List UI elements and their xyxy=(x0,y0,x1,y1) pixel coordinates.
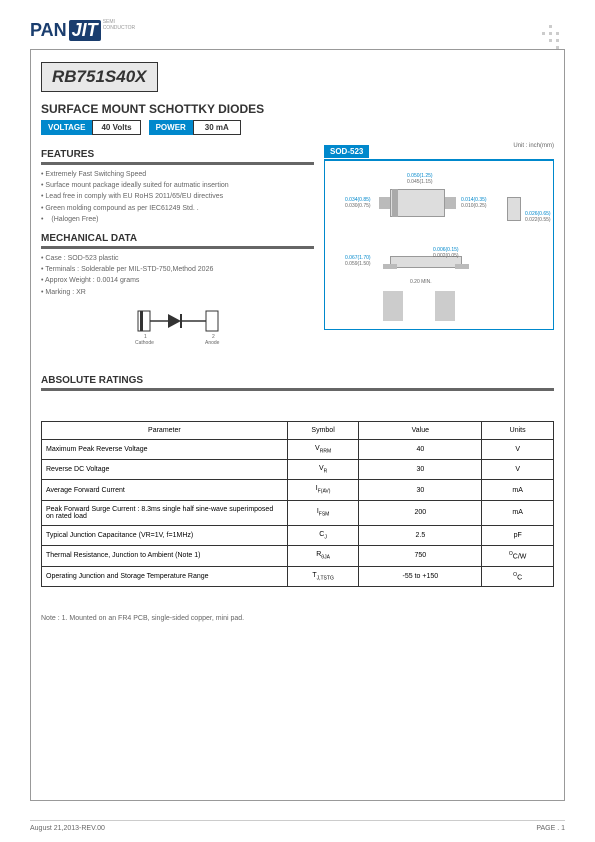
cell-symbol: CJ xyxy=(287,525,359,545)
cell-symbol: VR xyxy=(287,460,359,480)
cell-symbol: VRRM xyxy=(287,439,359,459)
voltage-label: VOLTAGE xyxy=(41,120,92,135)
cell-value: 30 xyxy=(359,480,482,500)
logo-row: PAN JIT SEMI CONDUCTOR xyxy=(30,20,565,41)
logo-jit-text: JIT xyxy=(69,20,101,41)
mechanical-title: MECHANICAL DATA xyxy=(41,233,314,249)
product-subtitle: SURFACE MOUNT SCHOTTKY DIODES xyxy=(41,102,554,116)
feature-item: Green molding compound as per IEC61249 S… xyxy=(41,203,314,214)
package-unit: Unit : inch(mm) xyxy=(513,143,554,149)
footer-date: August 21,2013-REV.00 xyxy=(30,825,105,832)
cell-param: Operating Junction and Storage Temperatu… xyxy=(42,566,288,586)
cell-value: 40 xyxy=(359,439,482,459)
part-number: RB751S40X xyxy=(41,62,158,92)
cell-unit: V xyxy=(482,439,554,459)
package-diagram: 0.050(1.25) 0.045(1.15) 0.014(0.35) 0.01… xyxy=(324,160,554,330)
cell-value: 200 xyxy=(359,500,482,525)
dots-decoration xyxy=(535,25,565,55)
feature-list: Extremely Fast Switching Speed Surface m… xyxy=(41,169,314,225)
power-value: 30 mA xyxy=(193,120,241,135)
cell-param: Reverse DC Voltage xyxy=(42,460,288,480)
header-symbol: Symbol xyxy=(287,421,359,439)
cell-param: Peak Forward Surge Current : 8.3ms singl… xyxy=(42,500,288,525)
cell-unit: OC/W xyxy=(482,546,554,566)
feature-item: (Halogen Free) xyxy=(41,214,314,225)
cell-param: Average Forward Current xyxy=(42,480,288,500)
svg-text:Anode: Anode xyxy=(205,340,220,346)
content-frame: RB751S40X SURFACE MOUNT SCHOTTKY DIODES … xyxy=(30,49,565,801)
cell-unit: OC xyxy=(482,566,554,586)
ratings-title: ABSOLUTE RATINGS xyxy=(41,375,554,391)
voltage-value: 40 Volts xyxy=(92,120,140,135)
cell-unit: mA xyxy=(482,480,554,500)
mechanical-list: Case : SOD-523 plastic Terminals : Solde… xyxy=(41,253,314,298)
power-label: POWER xyxy=(149,120,193,135)
table-row: Thermal Resistance, Junction to Ambient … xyxy=(42,546,554,566)
page: PAN JIT SEMI CONDUCTOR RB751S40X SURFACE… xyxy=(0,0,595,842)
cell-param: Thermal Resistance, Junction to Ambient … xyxy=(42,546,288,566)
mech-item: Case : SOD-523 plastic xyxy=(41,253,314,264)
table-row: Reverse DC Voltage VR 30 V xyxy=(42,460,554,480)
mech-item: Terminals : Solderable per MIL-STD-750,M… xyxy=(41,264,314,275)
table-row: Typical Junction Capacitance (VR=1V, f=1… xyxy=(42,525,554,545)
logo-pan-text: PAN xyxy=(30,20,67,41)
diode-icon: 1 2 Cathode Anode xyxy=(133,306,223,346)
header-units: Units xyxy=(482,421,554,439)
page-footer: August 21,2013-REV.00 PAGE . 1 xyxy=(30,820,565,832)
note-text: Note : 1. Mounted on an FR4 PCB, single-… xyxy=(41,615,554,622)
header-value: Value xyxy=(359,421,482,439)
package-name: SOD-523 xyxy=(324,145,369,158)
header-param: Parameter xyxy=(42,421,288,439)
cell-value: 30 xyxy=(359,460,482,480)
table-header-row: Parameter Symbol Value Units xyxy=(42,421,554,439)
content-row: FEATURES Extremely Fast Switching Speed … xyxy=(41,141,554,351)
cell-symbol: IF(AV) xyxy=(287,480,359,500)
cell-value: -55 to +150 xyxy=(359,566,482,586)
cell-symbol: TJ,TSTG xyxy=(287,566,359,586)
diode-symbol: 1 2 Cathode Anode xyxy=(41,306,314,351)
feature-item: Extremely Fast Switching Speed xyxy=(41,169,314,180)
table-row: Peak Forward Surge Current : 8.3ms singl… xyxy=(42,500,554,525)
svg-text:Cathode: Cathode xyxy=(135,340,154,346)
table-row: Average Forward Current IF(AV) 30 mA xyxy=(42,480,554,500)
footer-page: PAGE . 1 xyxy=(536,825,565,832)
cell-unit: mA xyxy=(482,500,554,525)
mech-item: Approx Weight : 0.0014 grams xyxy=(41,275,314,286)
feature-item: Surface mount package ideally suited for… xyxy=(41,180,314,191)
cell-unit: pF xyxy=(482,525,554,545)
table-row: Operating Junction and Storage Temperatu… xyxy=(42,566,554,586)
table-row: Maximum Peak Reverse Voltage VRRM 40 V xyxy=(42,439,554,459)
cell-unit: V xyxy=(482,460,554,480)
right-column: SOD-523 Unit : inch(mm) 0.050(1.25) 0.04… xyxy=(324,141,554,351)
features-title: FEATURES xyxy=(41,149,314,165)
cell-param: Maximum Peak Reverse Voltage xyxy=(42,439,288,459)
cell-symbol: IFSM xyxy=(287,500,359,525)
feature-item: Lead free in comply with EU RoHS 2011/65… xyxy=(41,191,314,202)
logo-subtitle: SEMI CONDUCTOR xyxy=(103,20,135,31)
cell-value: 750 xyxy=(359,546,482,566)
cell-symbol: RθJA xyxy=(287,546,359,566)
left-column: FEATURES Extremely Fast Switching Speed … xyxy=(41,141,314,351)
ratings-table: Parameter Symbol Value Units Maximum Pea… xyxy=(41,421,554,587)
mech-item: Marking : XR xyxy=(41,287,314,298)
cell-param: Typical Junction Capacitance (VR=1V, f=1… xyxy=(42,525,288,545)
tag-row: VOLTAGE 40 Volts POWER 30 mA xyxy=(41,120,241,135)
cell-value: 2.5 xyxy=(359,525,482,545)
